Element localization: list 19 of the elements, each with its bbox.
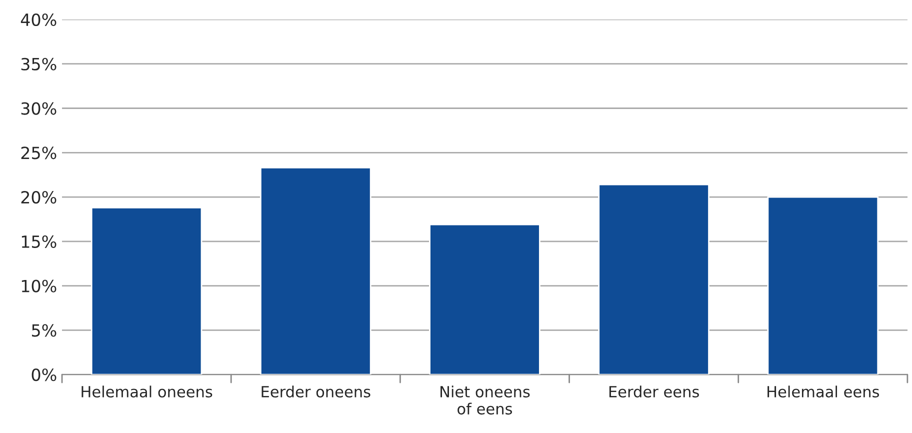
y-tick-label: 10%	[22, 280, 56, 292]
y-tick-label: 5%	[32, 324, 56, 337]
y-tick-label: 30%	[21, 102, 56, 115]
bar	[767, 196, 879, 375]
y-tick-label: 20%	[21, 190, 56, 204]
bar	[429, 224, 540, 375]
x-tick-label: Helemaal eens	[768, 386, 879, 398]
y-tick-label: 35%	[21, 58, 56, 70]
y-tick-label: 40%	[20, 13, 56, 26]
bar	[260, 167, 372, 375]
x-tick-label: Niet oneens of eens	[440, 386, 530, 415]
y-tick-label: 25%	[21, 146, 56, 160]
y-tick-label: 0%	[32, 368, 56, 382]
bar	[598, 184, 710, 375]
bar	[90, 206, 202, 375]
y-tick-label: 15%	[22, 235, 56, 248]
x-tick-label: Eerder eens	[609, 386, 699, 398]
x-tick-label: Eerder oneens	[262, 386, 370, 398]
x-tick-label: Helemaal oneens	[82, 386, 212, 398]
